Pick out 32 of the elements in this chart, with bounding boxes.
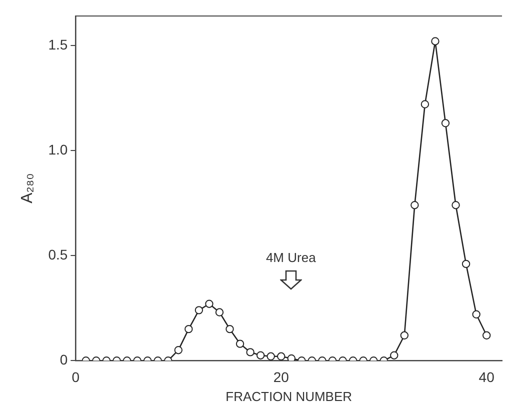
- point: [194, 306, 204, 314]
- point: [184, 324, 193, 334]
- x-tick-label: 20: [273, 368, 290, 385]
- point: [452, 201, 460, 210]
- point: [236, 340, 244, 348]
- y-axis-title: A₂₈₀: [19, 173, 36, 204]
- y-tick-label: 0.5: [48, 246, 68, 262]
- point: [287, 354, 296, 361]
- point: [482, 331, 491, 340]
- x-tick-label: 0: [72, 368, 80, 385]
- y-tick-label: 1.5: [48, 36, 68, 52]
- annotation: 4M Urea: [266, 250, 316, 265]
- point: [226, 324, 234, 334]
- point: [410, 201, 419, 210]
- point: [246, 348, 254, 356]
- x-tick-label: 40: [478, 368, 495, 385]
- point: [205, 300, 214, 308]
- point: [174, 346, 182, 354]
- point: [215, 308, 224, 316]
- point: [390, 351, 398, 360]
- y-tick-label: 1.0: [48, 141, 68, 158]
- point: [266, 352, 275, 360]
- point: [420, 100, 430, 108]
- point: [431, 37, 440, 46]
- point: [256, 351, 265, 360]
- point: [277, 352, 286, 360]
- point: [462, 260, 470, 268]
- point: [472, 310, 480, 318]
- point: [400, 331, 409, 340]
- point: [441, 119, 450, 128]
- y-tick-label: 0: [60, 351, 68, 368]
- x-axis-title: FRACTION NUMBER: [226, 388, 352, 404]
